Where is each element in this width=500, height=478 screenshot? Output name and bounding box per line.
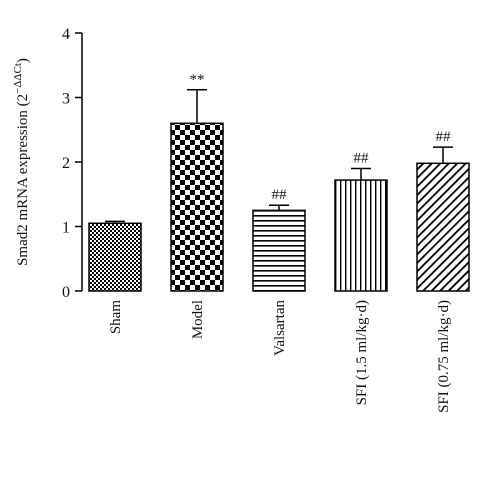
y-tick-label: 2 xyxy=(62,155,70,172)
bar-2 xyxy=(252,209,306,292)
y-axis-label: Smad2 mRNA expression (2−ΔΔCt) xyxy=(12,58,31,266)
y-axis: 0 1 2 3 4 xyxy=(62,26,83,301)
category-label: Valsartan xyxy=(272,300,288,356)
x-axis-labels: Sham Model Valsartan SFI (1.5 ml/kg·d) SFI (… xyxy=(108,300,452,413)
category-label: Sham xyxy=(108,300,124,335)
significance-annotation: ## xyxy=(272,187,288,203)
significance-annotation: ## xyxy=(436,129,452,145)
y-tick-label: 4 xyxy=(62,26,70,43)
y-axis-label-close: ) xyxy=(15,58,31,63)
category-label: SFI (0.75 ml/kg·d) xyxy=(436,300,452,413)
bar-0 xyxy=(88,222,142,292)
y-axis-label-main: Smad2 mRNA expression (2 xyxy=(15,94,31,266)
y-tick-label: 0 xyxy=(62,284,70,301)
y-tick-label: 1 xyxy=(62,220,70,237)
category-label: Model xyxy=(190,300,206,339)
y-axis-label-superscript: −ΔΔCt xyxy=(12,63,24,94)
category-label: SFI (1.5 ml/kg·d) xyxy=(354,300,370,405)
significance-annotation: ## xyxy=(354,150,370,166)
bar-1 xyxy=(170,122,224,292)
y-tick-label: 3 xyxy=(62,91,70,108)
bar-4 xyxy=(416,162,470,292)
bars: ** ## ## ## xyxy=(88,72,470,292)
bar-3 xyxy=(334,179,388,292)
significance-annotation: ** xyxy=(190,72,205,88)
